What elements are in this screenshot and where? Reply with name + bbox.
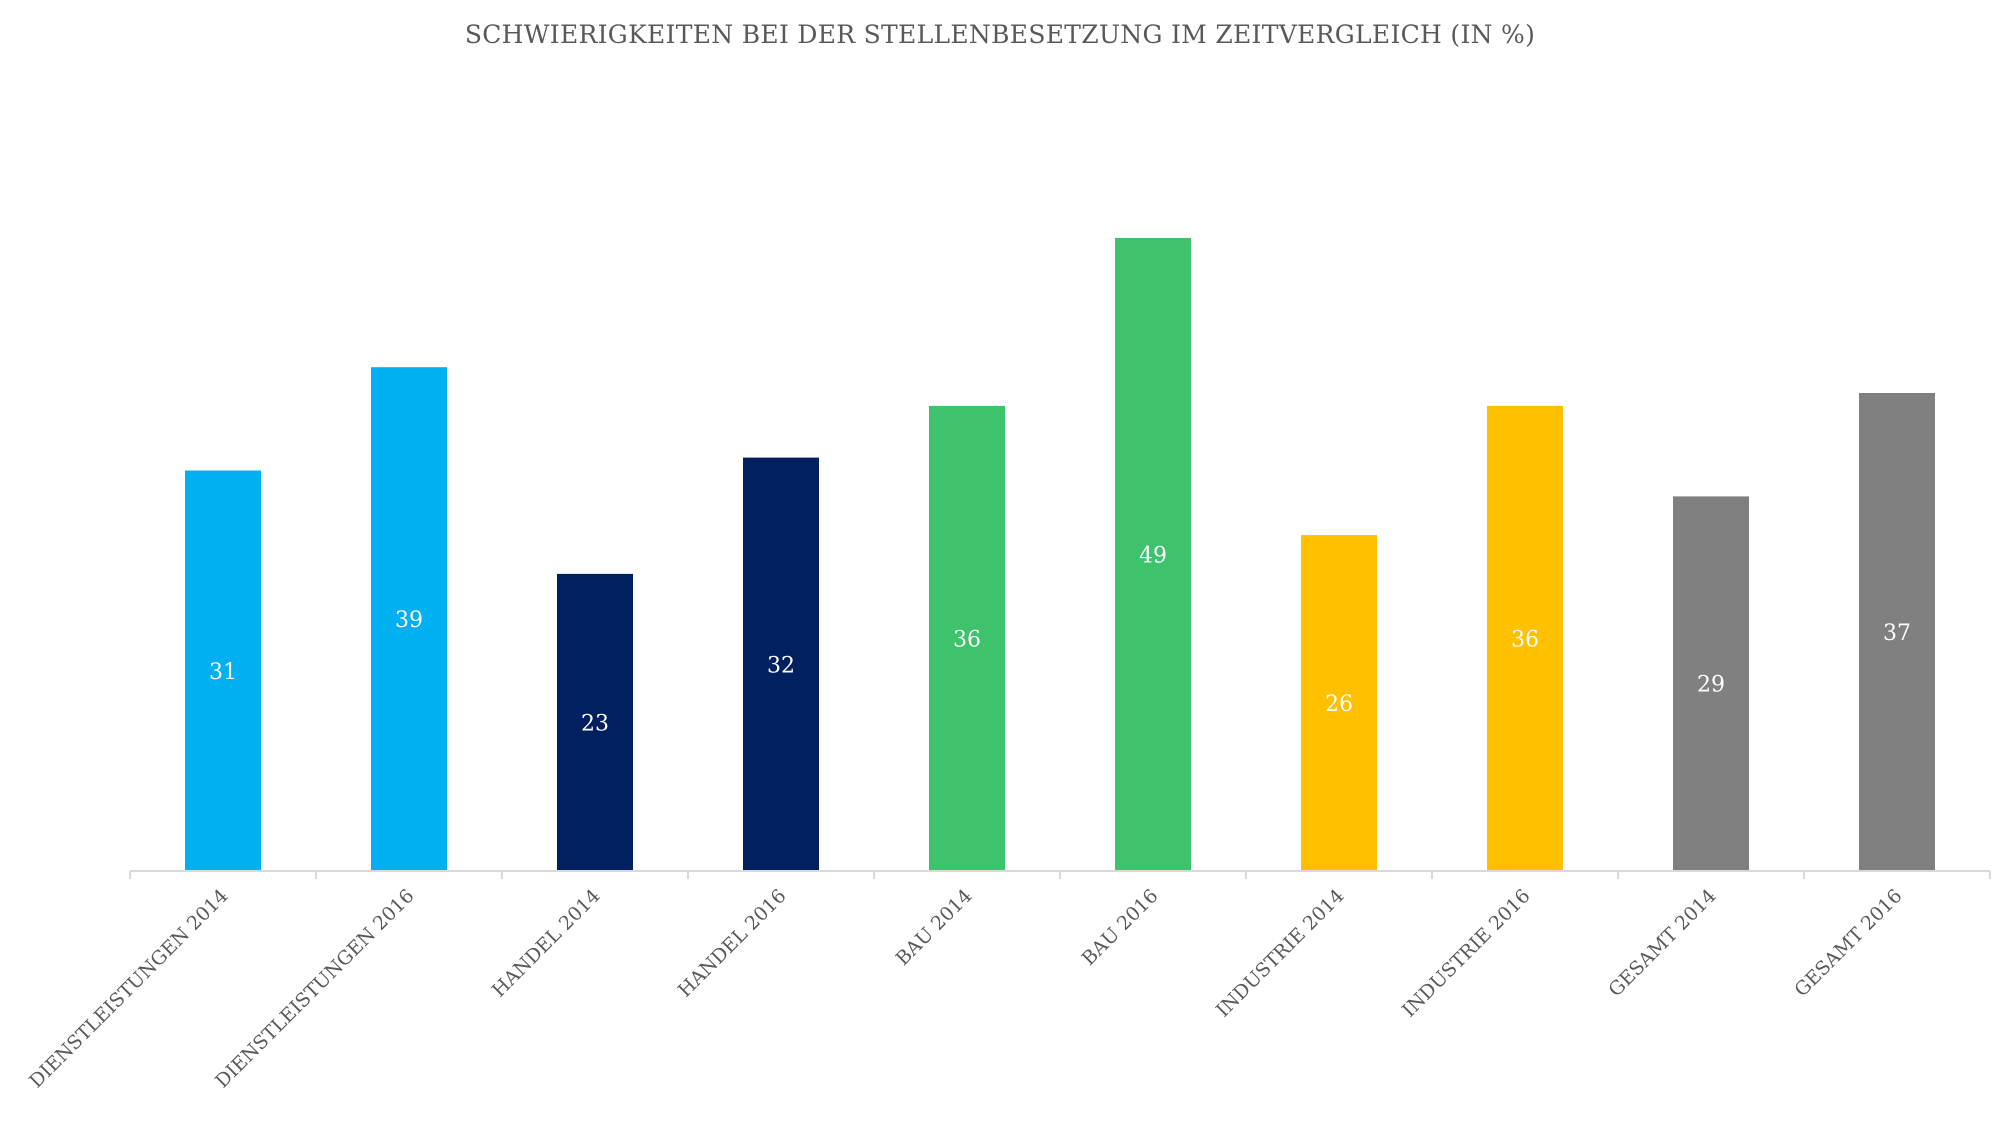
- bar-dienstleistungen-2016: [371, 367, 447, 871]
- x-axis-label: BAU 2014: [892, 885, 977, 970]
- value-label: 36: [953, 628, 981, 653]
- x-axis-label: GESAMT 2016: [1790, 885, 1906, 1001]
- x-axis-ticks-group: [129, 871, 1991, 879]
- x-axis-label: INDUSTRIE 2016: [1398, 885, 1535, 1022]
- bar-bau-2014: [929, 405, 1005, 871]
- bar-handel-2016: [743, 457, 819, 871]
- x-axis-label: HANDEL 2016: [674, 885, 791, 1002]
- value-label: 49: [1139, 544, 1167, 569]
- bar-gesamt-2016: [1859, 393, 1935, 871]
- bar-bau-2016: [1115, 238, 1191, 871]
- x-axis-label: HANDEL 2014: [488, 885, 605, 1002]
- bars-group: [185, 238, 1935, 871]
- value-label: 37: [1883, 621, 1911, 646]
- value-label: 39: [395, 608, 423, 633]
- value-label: 36: [1511, 628, 1539, 653]
- value-label: 26: [1325, 692, 1353, 717]
- bar-gesamt-2014: [1673, 496, 1749, 871]
- value-label: 32: [767, 653, 795, 678]
- bar-industrie-2016: [1487, 405, 1563, 871]
- bar-dienstleistungen-2014: [185, 470, 261, 871]
- value-label: 31: [209, 660, 237, 685]
- x-axis-label: DIENSTLEISTUNGEN 2016: [211, 885, 418, 1092]
- chart-title: SCHWIERIGKEITEN BEI DER STELLENBESETZUNG…: [464, 20, 1536, 49]
- x-axis-label: INDUSTRIE 2014: [1212, 885, 1349, 1022]
- value-label: 23: [581, 711, 609, 736]
- value-label: 29: [1697, 673, 1725, 698]
- bar-industrie-2014: [1301, 535, 1377, 871]
- x-axis-label: GESAMT 2014: [1604, 885, 1720, 1001]
- x-axis-label: DIENSTLEISTUNGEN 2014: [25, 885, 232, 1092]
- bar-handel-2014: [557, 573, 633, 871]
- value-labels-group: 31 39 23 32 36 49 26 36 29 37: [209, 544, 1911, 737]
- x-axis-label: BAU 2016: [1078, 885, 1163, 970]
